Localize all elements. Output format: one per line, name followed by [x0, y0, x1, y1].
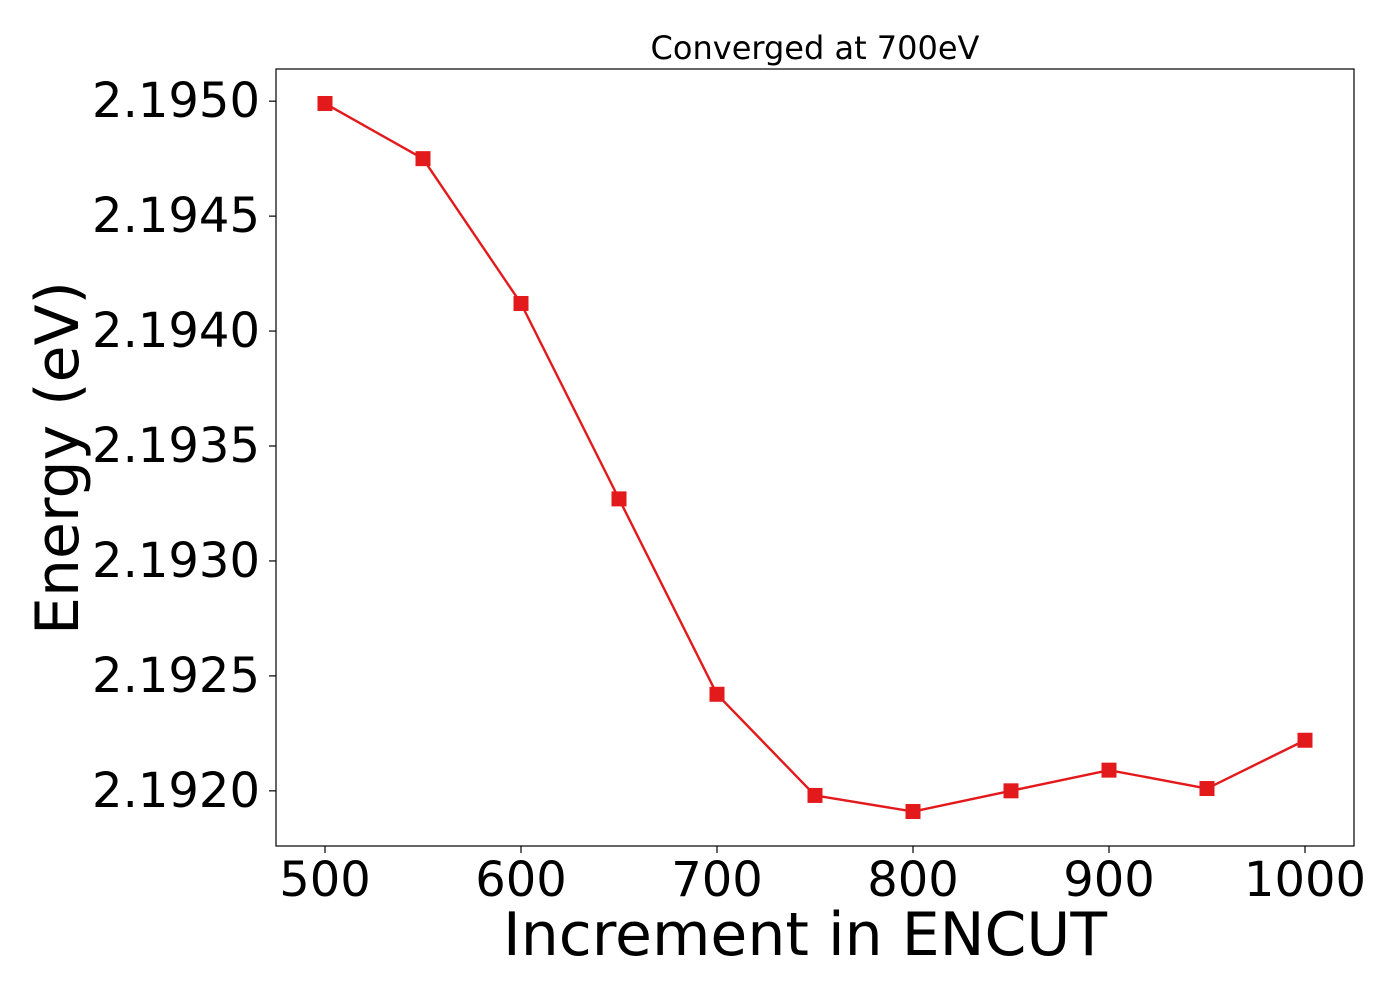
data-point-marker — [709, 686, 725, 702]
data-point-marker — [317, 95, 333, 111]
y-tick-label: 2.1940 — [92, 303, 260, 359]
y-axis: 2.1920 2.1925 2.1930 2.1935 2.1940 2.1945 2.19… — [92, 73, 276, 819]
x-axis-label: Increment in ENCUT — [503, 900, 1107, 970]
x-axis: 500 600 700 800 900 1000 — [279, 846, 1366, 908]
y-tick-label: 2.1950 — [92, 73, 260, 129]
plot-frame — [275, 68, 1355, 847]
data-point-marker — [1003, 783, 1019, 799]
y-tick-label: 2.1925 — [92, 648, 260, 704]
y-tick-label: 2.1920 — [92, 763, 260, 819]
plot-area: 500 600 700 800 900 1000 2.19202.19252.19302.… — [92, 68, 1366, 908]
data-point-marker — [1297, 732, 1313, 748]
x-tick-label: 700 — [671, 852, 763, 908]
chart-title: Converged at 700eV — [651, 29, 980, 67]
x-tick-label: 500 — [279, 852, 371, 908]
series-line — [324, 102, 1306, 813]
x-tick-label: 600 — [475, 852, 567, 908]
data-point-marker — [611, 491, 627, 507]
y-tick-label: 2.1935 — [92, 418, 260, 474]
y-tick-label: 2.1930 — [92, 533, 260, 589]
x-tick-label: 900 — [1063, 852, 1155, 908]
x-tick-label: 800 — [867, 852, 959, 908]
data-point-marker — [1199, 781, 1215, 797]
y-axis-label: Energy (eV) — [23, 281, 93, 635]
data-point-marker — [415, 151, 431, 167]
series-layer — [317, 95, 1313, 820]
data-point-marker — [1101, 762, 1117, 778]
data-point-marker — [513, 295, 529, 311]
data-point-marker — [905, 804, 921, 820]
x-tick-label: 1000 — [1244, 852, 1366, 908]
data-point-marker — [807, 787, 823, 803]
y-tick-label: 2.1945 — [92, 188, 260, 244]
